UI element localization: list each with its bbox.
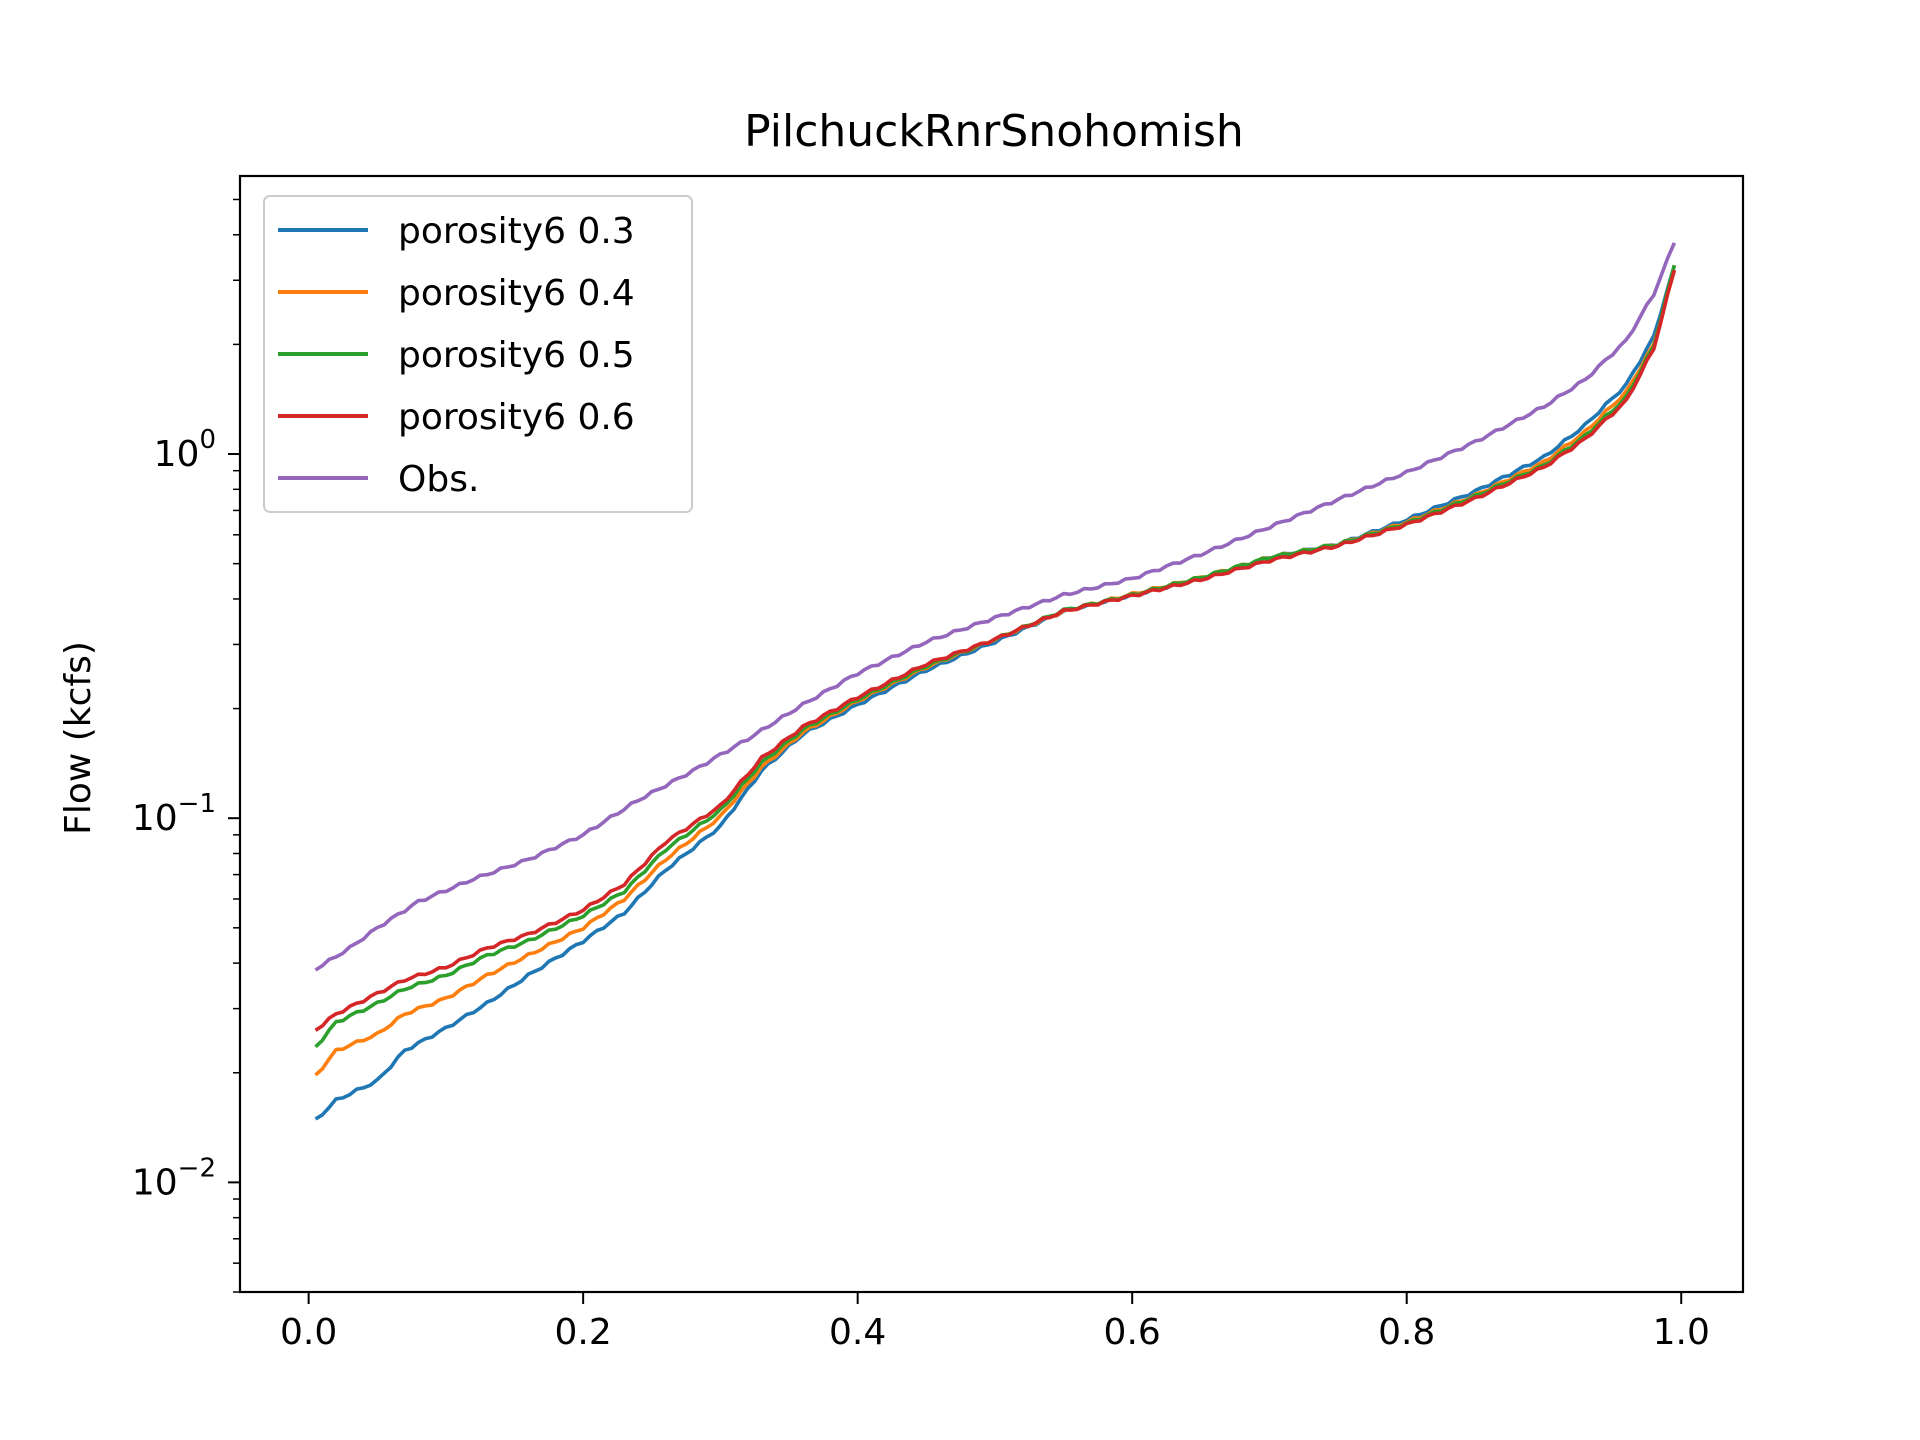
plot-area: [238, 174, 1745, 1294]
x-axis: 0.0 0.2 0.4 0.6 0.8 1.0: [280, 1292, 1710, 1353]
y-tick-label: 100: [154, 425, 216, 475]
x-tick-label: 0.0: [280, 1312, 337, 1353]
y-tick-exponent: −2: [178, 1153, 216, 1183]
x-tick-label: 0.4: [829, 1312, 886, 1353]
x-tick-label: 0.2: [555, 1312, 612, 1353]
plot-frame: [238, 174, 1745, 1294]
legend-label: porosity6 0.3: [398, 211, 635, 252]
legend-label: porosity6 0.5: [398, 335, 635, 376]
legend-box: [263, 195, 693, 513]
legend-label: Obs.: [398, 459, 479, 500]
series-layer: [314, 242, 1677, 1121]
y-axis-label: Flow (kcfs): [58, 641, 99, 835]
x-tick-label: 0.8: [1378, 1312, 1435, 1353]
series-line-0: [314, 264, 1677, 1121]
y-tick-label: 10−2: [132, 1153, 216, 1203]
x-tick-label: 0.6: [1104, 1312, 1161, 1353]
y-tick-base: 10: [132, 798, 178, 839]
y-tick-exponent: 0: [199, 425, 216, 455]
y-tick-base: 10: [132, 1162, 178, 1203]
series-line-4: [314, 242, 1677, 972]
y-tick-label: 10−1: [132, 789, 216, 839]
legend: porosity6 0.3 porosity6 0.4 porosity6 0.5 p…: [263, 195, 693, 513]
chart-title: PilchuckRnrSnohomish: [744, 106, 1244, 157]
series-line-3: [314, 269, 1677, 1032]
y-tick-base: 10: [154, 434, 200, 475]
legend-label: porosity6 0.4: [398, 273, 635, 314]
legend-label: porosity6 0.6: [398, 397, 635, 438]
x-tick-label: 1.0: [1653, 1312, 1710, 1353]
y-tick-exponent: −1: [178, 789, 216, 819]
